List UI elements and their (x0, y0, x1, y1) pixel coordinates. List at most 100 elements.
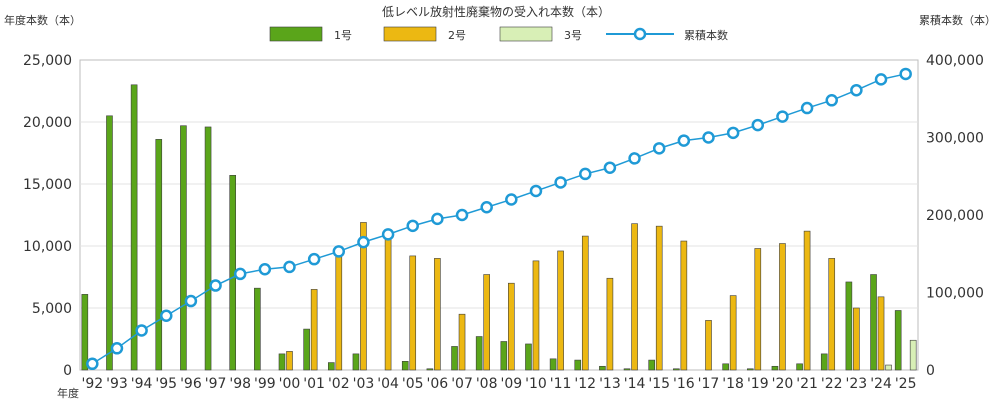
legend-swatch (269, 26, 323, 42)
line-point (209, 279, 222, 292)
legend-marker (633, 27, 647, 41)
bar (655, 225, 663, 371)
y2-axis-label: 累積本数（本） (919, 13, 996, 27)
bar (779, 243, 786, 371)
x-tick-label: '00 (279, 376, 301, 392)
legend-label: 3号 (564, 29, 582, 42)
bar (451, 346, 458, 371)
bar (870, 274, 877, 371)
bar (352, 353, 360, 371)
legend-swatch (383, 26, 437, 42)
line-point (307, 252, 321, 266)
bar (845, 281, 853, 371)
y-tick-label: 15,000 (23, 177, 72, 193)
legend-swatch (499, 26, 553, 42)
bar (673, 368, 680, 371)
x-tick-label: '09 (500, 376, 522, 392)
line-point (579, 167, 592, 181)
line-point (554, 176, 567, 189)
plot-frame (79, 59, 919, 371)
line-point (110, 342, 124, 355)
line-point (480, 201, 493, 214)
x-tick-label: '96 (180, 376, 202, 392)
bar (254, 287, 261, 371)
cumulative-line (86, 67, 912, 371)
bar (680, 240, 688, 371)
legend-label: 1号 (334, 29, 352, 42)
bar (796, 363, 803, 371)
bar (401, 361, 409, 371)
bar (828, 258, 836, 371)
bar (729, 295, 737, 371)
y-tick-label: 20,000 (23, 115, 72, 131)
bar (705, 320, 712, 371)
line-point (850, 83, 863, 97)
y-tick-label: 0 (63, 363, 72, 379)
y2-tick-label: 400,000 (926, 53, 984, 69)
bar (894, 310, 902, 371)
bar (746, 368, 754, 371)
line-point (505, 193, 518, 206)
x-tick-label: '20 (772, 376, 794, 392)
x-tick-label: '17 (698, 376, 720, 392)
bar (631, 223, 638, 371)
bar (130, 84, 138, 371)
bar (426, 368, 434, 371)
bar (803, 230, 811, 371)
bar (549, 358, 557, 371)
x-tick-label: '07 (451, 376, 473, 392)
line-point (751, 118, 765, 132)
bar (853, 307, 860, 371)
line-point (529, 184, 543, 198)
x-tick-label: '16 (673, 376, 695, 392)
bar (581, 235, 589, 371)
chart-title: 低レベル放射性廃棄物の受入れ本数（本） (382, 4, 610, 19)
bar (877, 296, 885, 371)
line-point (677, 134, 691, 147)
y-tick-label: 25,000 (23, 53, 72, 69)
y-axis-label: 年度本数（本） (4, 13, 81, 27)
x-tick-label: '01 (303, 376, 325, 392)
bar (155, 139, 163, 371)
x-tick-label: '21 (796, 376, 818, 392)
bar (475, 336, 483, 371)
bar (820, 353, 828, 371)
line-point (455, 208, 469, 222)
line-point (357, 235, 370, 249)
bar (310, 289, 318, 371)
bar (557, 250, 564, 371)
x-tick-label: '13 (599, 376, 621, 392)
line-point (899, 67, 912, 81)
bar (754, 248, 762, 371)
bar (532, 260, 540, 371)
x-tick-label: '24 (870, 376, 892, 392)
line-point (603, 161, 617, 174)
bar (409, 255, 417, 371)
bar (623, 368, 631, 371)
line-point (160, 309, 173, 322)
bars (81, 84, 917, 371)
x-tick-label: '93 (106, 376, 128, 392)
bar (278, 353, 286, 371)
bar (909, 339, 917, 371)
y-tick-label: 5,000 (32, 301, 72, 317)
x-tick-label: '15 (648, 376, 670, 392)
bar (335, 255, 343, 371)
line-point (184, 294, 198, 308)
x-tick-label: '04 (377, 376, 399, 392)
line-point (135, 324, 148, 337)
x-tick-label: '92 (81, 376, 103, 392)
line-point (258, 263, 272, 276)
line-point (233, 267, 247, 281)
line-point (283, 260, 296, 274)
x-tick-label: '22 (821, 376, 843, 392)
x-tick-label: '14 (624, 376, 646, 392)
legend-label: 2号 (448, 29, 466, 42)
x-tick-label: '10 (525, 376, 547, 392)
x-tick-label: '11 (550, 376, 572, 392)
x-tick-label: '08 (476, 376, 498, 392)
y2-tick-label: 200,000 (926, 208, 984, 224)
x-tick-label: '05 (402, 376, 424, 392)
y2-tick-label: 100,000 (926, 286, 984, 302)
bar (771, 365, 779, 371)
